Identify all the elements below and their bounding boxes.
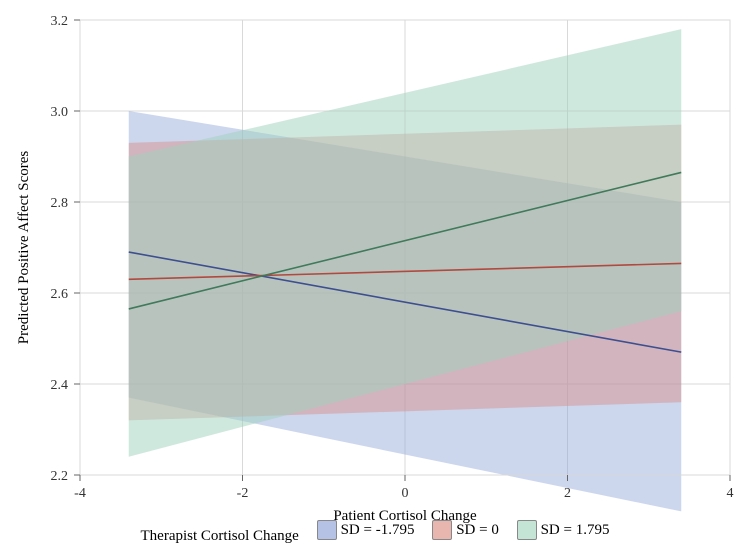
- x-tick-label: -2: [237, 486, 249, 501]
- y-axis-label: Predicted Positive Affect Scores: [16, 151, 32, 345]
- legend-label-pos: SD = 1.795: [541, 522, 610, 539]
- y-tick-label: 2.8: [51, 196, 69, 211]
- y-tick-label: 2.4: [51, 378, 69, 393]
- x-tick-label: 0: [402, 486, 409, 501]
- y-tick-label: 3.2: [51, 14, 69, 29]
- y-tick-label: 2.2: [51, 469, 69, 484]
- y-tick-label: 3.0: [51, 105, 69, 120]
- x-tick-label: 4: [727, 486, 734, 501]
- legend-title: Therapist Cortisol Change: [141, 528, 299, 545]
- legend-swatch-neg: [317, 520, 337, 540]
- chart-container: -4-20242.22.42.62.83.03.2Patient Cortiso…: [0, 0, 750, 551]
- x-tick-label: -4: [74, 486, 86, 501]
- chart-svg: -4-20242.22.42.62.83.03.2Patient Cortiso…: [0, 0, 750, 551]
- legend-swatch-pos: [517, 520, 537, 540]
- x-tick-label: 2: [564, 486, 571, 501]
- legend-label-zero: SD = 0: [456, 522, 499, 539]
- legend-item-neg: SD = -1.795: [311, 520, 415, 540]
- legend-title-text: Therapist Cortisol Change: [141, 528, 299, 545]
- legend: Therapist Cortisol Change SD = -1.795 SD…: [0, 520, 750, 545]
- legend-item-pos: SD = 1.795: [511, 520, 610, 540]
- legend-label-neg: SD = -1.795: [341, 522, 415, 539]
- legend-item-zero: SD = 0: [426, 520, 499, 540]
- legend-swatch-zero: [432, 520, 452, 540]
- y-tick-label: 2.6: [51, 287, 69, 302]
